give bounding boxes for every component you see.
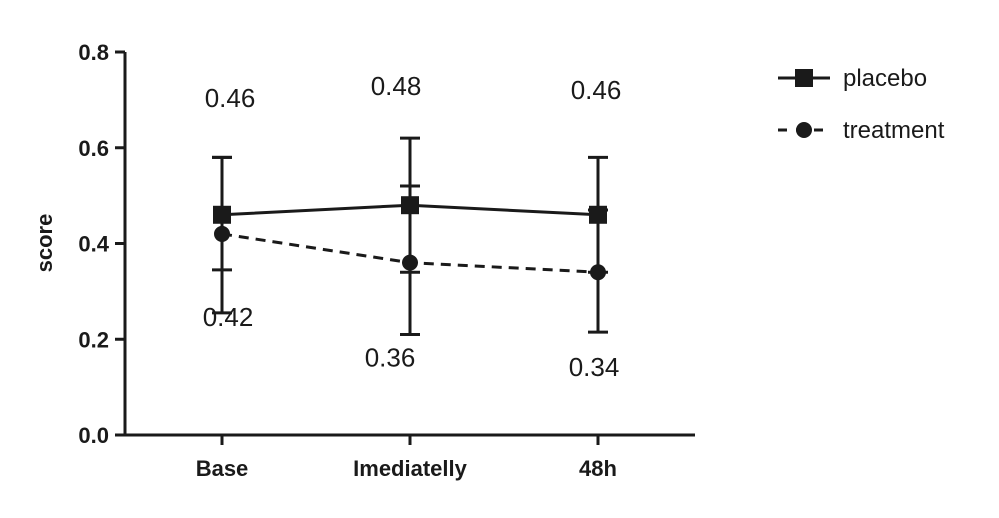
x-tick-label: 48h	[579, 456, 617, 481]
data-label: 0.36	[365, 343, 416, 373]
y-axis-label: score	[32, 214, 57, 273]
legend-marker-square	[795, 69, 813, 87]
legend-label: treatment	[843, 117, 945, 144]
legend-item-treatment: treatment	[778, 117, 945, 144]
marker-circle	[590, 264, 606, 281]
data-label: 0.34	[569, 352, 620, 382]
series-treatment	[212, 155, 608, 336]
axes: 0.0 0.2 0.4 0.6 0.8 Base Imediatelly 48h score	[32, 40, 695, 481]
data-label: 0.42	[203, 302, 254, 332]
legend-marker-circle	[796, 122, 812, 138]
data-label: 0.46	[205, 83, 256, 113]
legend-item-placebo: placebo	[778, 65, 927, 92]
data-labels: 0.46 0.48 0.46 0.42 0.36 0.34	[203, 71, 622, 382]
y-tick-label: 0.0	[78, 423, 109, 448]
legend-label: placebo	[843, 65, 927, 92]
marker-circle	[214, 225, 230, 242]
x-tick-label: Base	[196, 456, 249, 481]
data-label: 0.46	[571, 75, 622, 105]
x-tick-label: Imediatelly	[353, 456, 467, 481]
data-label: 0.48	[371, 71, 422, 101]
plot-area	[212, 136, 608, 336]
marker-circle	[402, 254, 418, 271]
y-tick-label: 0.4	[78, 232, 109, 257]
legend: placebo treatment	[778, 65, 945, 144]
y-tick-label: 0.2	[78, 327, 109, 352]
y-tick-label: 0.8	[78, 40, 109, 65]
y-tick-label: 0.6	[78, 136, 109, 161]
